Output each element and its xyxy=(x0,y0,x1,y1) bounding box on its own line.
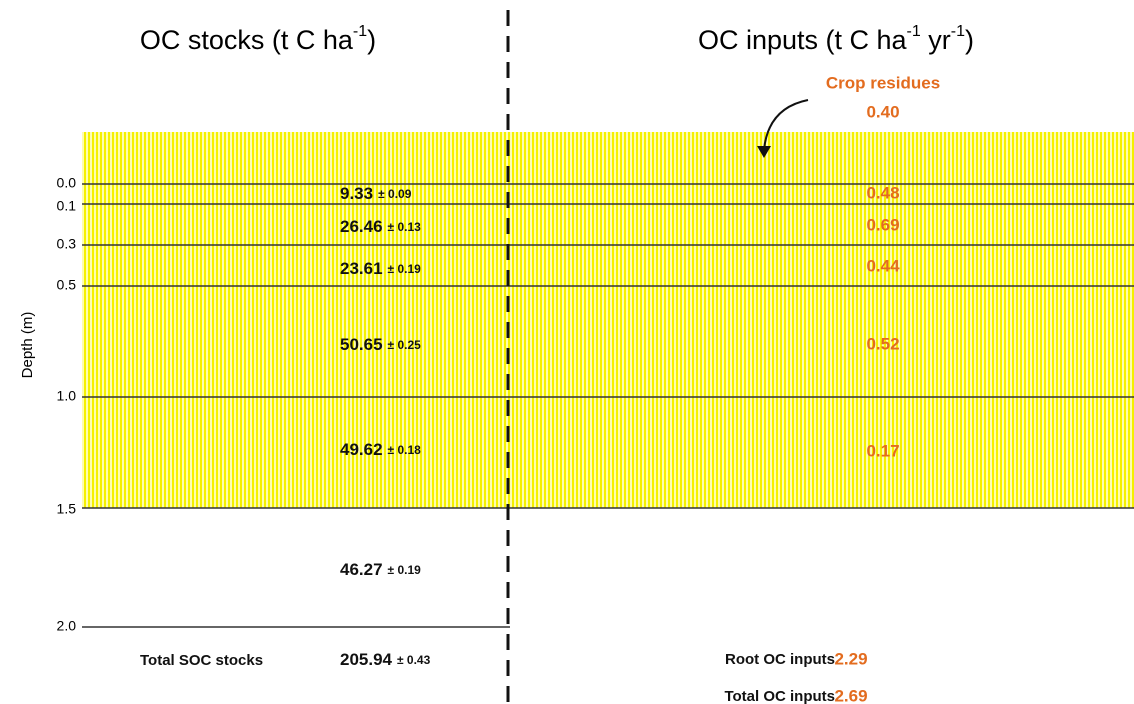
input-values: 0.48 0.69 0.44 0.52 0.17 xyxy=(866,183,900,460)
stock-values: 9.33 ± 0.09 26.46 ± 0.13 23.61 ± 0.19 50.65… xyxy=(340,184,421,579)
depth-tick: 0.0 xyxy=(57,175,77,191)
depth-tick: 0.5 xyxy=(57,277,77,293)
input-value: 0.17 xyxy=(866,441,899,460)
stock-value: 9.33 ± 0.09 xyxy=(340,184,412,203)
crop-residues-value: 0.40 xyxy=(866,102,899,121)
total-soc-value: 205.94 ± 0.43 xyxy=(340,650,431,669)
depth-tick: 0.1 xyxy=(57,198,77,214)
inputs-title: OC inputs (t C ha-1 yr-1) xyxy=(698,23,974,55)
total-inputs-label: Total OC inputs xyxy=(724,688,835,704)
depth-tick: 2.0 xyxy=(57,618,77,634)
root-inputs-label: Root OC inputs xyxy=(725,651,835,668)
input-value: 0.48 xyxy=(866,183,899,202)
arrowhead xyxy=(757,146,771,158)
input-value: 0.69 xyxy=(866,215,899,234)
stock-value: 46.27 ± 0.19 xyxy=(340,560,421,579)
soil-zone xyxy=(82,132,1134,508)
total-soc-label: Total SOC stocks xyxy=(140,652,263,669)
total-inputs-value: 2.69 xyxy=(834,686,867,704)
crop-residues-label: Crop residues xyxy=(826,73,940,92)
input-value: 0.52 xyxy=(866,334,899,353)
depth-tick: 0.3 xyxy=(57,236,77,252)
depth-axis-label: Depth (m) xyxy=(19,312,36,379)
stocks-title: OC stocks (t C ha-1) xyxy=(140,23,376,55)
depth-tick: 1.0 xyxy=(57,388,77,404)
depth-tick: 1.5 xyxy=(57,501,77,517)
stock-value: 23.61 ± 0.19 xyxy=(340,259,421,278)
depth-ticks: 0.0 0.1 0.3 0.5 1.0 1.5 2.0 xyxy=(57,175,77,634)
root-inputs-value: 2.29 xyxy=(834,649,867,668)
stock-value: 50.65 ± 0.25 xyxy=(340,335,421,354)
layer-lines xyxy=(82,183,1134,628)
stock-value: 49.62 ± 0.18 xyxy=(340,440,421,459)
input-value: 0.44 xyxy=(866,256,900,275)
stock-value: 26.46 ± 0.13 xyxy=(340,217,421,236)
arrow xyxy=(763,99,809,151)
